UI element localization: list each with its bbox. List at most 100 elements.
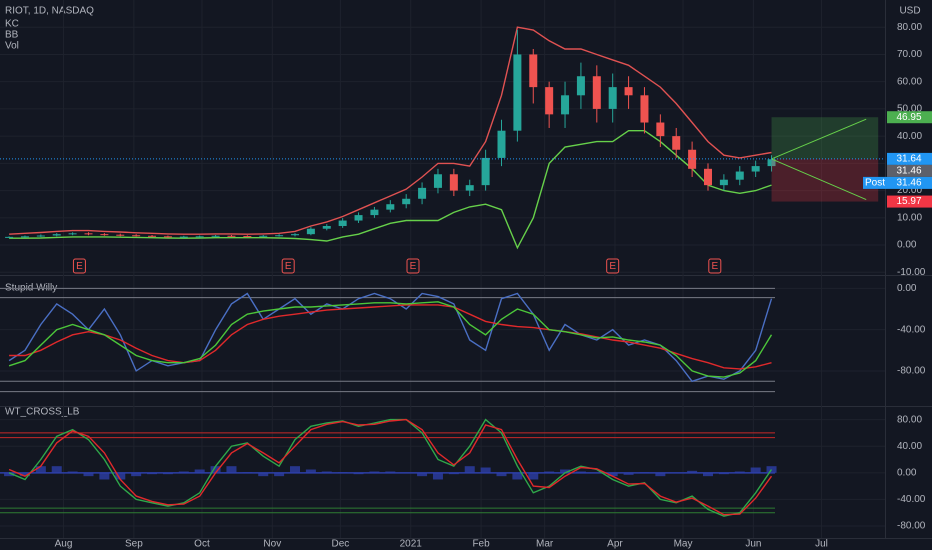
histogram-bar: [258, 472, 269, 477]
candle-body: [672, 136, 681, 150]
histogram-bar: [607, 472, 618, 477]
indicator-line: [8, 418, 773, 516]
x-tick-label: Dec: [331, 539, 349, 550]
target-arrow: [771, 118, 867, 160]
histogram-bar: [766, 466, 777, 473]
candle-body: [243, 236, 252, 238]
candle-body: [370, 209, 379, 216]
histogram-bar: [560, 469, 571, 473]
candle-body: [354, 215, 363, 221]
candle-body: [688, 149, 697, 169]
indicator-title[interactable]: WT_CROSS_LB: [5, 407, 80, 418]
price-label-box: [887, 195, 932, 208]
candle-body: [529, 54, 538, 88]
histogram-bar: [464, 466, 475, 473]
histogram-bar: [131, 472, 142, 477]
candle-body: [704, 168, 712, 186]
histogram-bar: [655, 472, 666, 477]
candle-body: [116, 234, 125, 236]
candle-body: [259, 235, 268, 237]
symbol-title[interactable]: RIOT, 1D, NASDAQ: [5, 6, 94, 17]
price-label-prefix-box: [863, 176, 887, 189]
candle-body: [338, 220, 347, 226]
histogram-bar: [321, 471, 332, 473]
candle-body: [52, 234, 61, 236]
histogram-bar: [290, 466, 300, 473]
candle-body: [767, 159, 776, 167]
indicator-line: [8, 301, 773, 378]
candle-body: [84, 233, 93, 235]
x-tick-label: Feb: [472, 539, 490, 550]
histogram-bar: [337, 472, 348, 473]
histogram-bar: [51, 466, 62, 473]
candle-body: [465, 185, 474, 191]
candle-body: [195, 236, 204, 238]
candle-body: [592, 76, 601, 109]
y-tick-label: 0.00: [897, 467, 917, 478]
histogram-bar: [35, 466, 46, 473]
x-tick-label: May: [674, 539, 693, 550]
candle-body: [100, 234, 109, 236]
x-tick-label: Sep: [125, 539, 143, 550]
candle-body: [433, 174, 442, 188]
price-label-prefix: Post: [865, 178, 885, 189]
candle-body: [68, 233, 77, 235]
candle-body: [719, 179, 728, 186]
histogram-bar: [274, 472, 285, 477]
histogram-bar: [83, 472, 94, 477]
x-tick-label: Jul: [815, 539, 828, 550]
histogram-bar: [19, 472, 30, 477]
histogram-bar: [417, 472, 428, 477]
y-tick-label: 0.00: [897, 283, 917, 294]
earnings-marker: [281, 258, 295, 274]
candle-body: [322, 225, 331, 229]
histogram-bar: [194, 469, 205, 473]
price-label-box: [887, 176, 932, 189]
candle-body: [179, 236, 188, 238]
earnings-marker: [406, 258, 420, 274]
x-tick-label: Nov: [263, 539, 281, 550]
earnings-label: E: [410, 261, 417, 272]
candle-body: [418, 187, 427, 199]
candle-body: [402, 198, 411, 205]
histogram-bar: [305, 469, 316, 473]
earnings-marker: [72, 258, 86, 274]
y-tick-label: 20.00: [897, 185, 922, 196]
y-tick-label: -80.00: [897, 521, 926, 532]
candle-body: [561, 95, 570, 115]
histogram-bar: [242, 472, 253, 473]
x-tick-label: Aug: [55, 539, 73, 550]
indicator-label[interactable]: BB: [5, 30, 19, 41]
histogram-bar: [178, 471, 189, 473]
histogram-bar: [639, 472, 650, 473]
histogram-bar: [687, 470, 698, 473]
x-tick-label: Jun: [745, 539, 761, 550]
earnings-label: E: [76, 261, 83, 272]
candle-body: [20, 236, 29, 238]
histogram-bar: [226, 466, 237, 473]
y-tick-label: 0.00: [897, 240, 917, 251]
histogram-bar: [718, 472, 729, 475]
candle-body: [449, 174, 458, 191]
histogram-bar: [528, 472, 539, 480]
candle-body: [576, 76, 585, 96]
indicator-label[interactable]: Vol: [5, 41, 19, 52]
candle-body: [608, 87, 617, 109]
histogram-bar: [544, 471, 555, 473]
x-tick-label: Apr: [607, 539, 623, 550]
histogram-bar: [115, 472, 126, 480]
histogram-bar: [385, 471, 396, 473]
price-label: 15.97: [896, 196, 921, 207]
candle-body: [227, 235, 236, 237]
x-tick-label: Mar: [536, 539, 554, 550]
candle-body: [291, 234, 299, 236]
candle-body: [513, 54, 522, 131]
histogram-bar: [623, 472, 634, 475]
candle-body: [36, 235, 45, 237]
price-label-box: [887, 164, 932, 177]
indicator-label[interactable]: KC: [5, 19, 19, 30]
x-tick-label: 2021: [400, 539, 423, 550]
y-tick-label: 60.00: [897, 76, 922, 87]
histogram-bar: [671, 472, 682, 474]
